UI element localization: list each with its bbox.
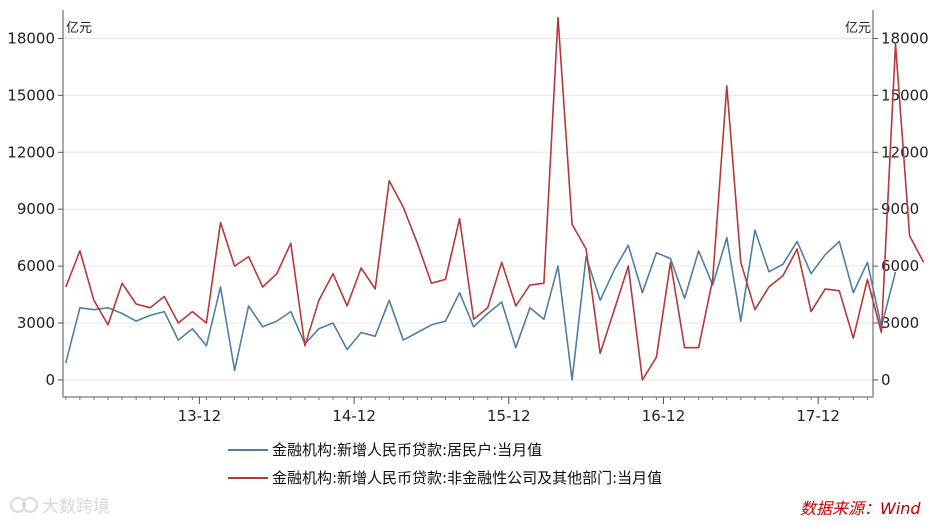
y-tick-right-label: 15000	[881, 86, 929, 104]
y-tick-left-label: 12000	[7, 143, 55, 161]
x-tick-label: 16-12	[642, 407, 686, 425]
y-axis-left-unit: 亿元	[66, 21, 92, 36]
y-tick-right-label: 3000	[881, 314, 919, 332]
y-tick-left-label: 3000	[17, 314, 55, 332]
y-tick-left-label: 9000	[17, 200, 55, 218]
y-tick-right-label: 0	[881, 371, 891, 389]
y-tick-right-label: 18000	[881, 29, 929, 47]
y-tick-left-label: 15000	[7, 86, 55, 104]
legend-label-series-1: 金融机构:新增人民币贷款:居民户:当月值	[272, 441, 542, 459]
series-line-2	[65, 16, 925, 381]
y-tick-left-label: 18000	[7, 29, 55, 47]
y-axis-left-ticks: 0 3000 6000 9000 12000 15000 18000	[7, 29, 63, 389]
x-tick-label: 15-12	[487, 407, 531, 425]
series-lines	[65, 16, 925, 381]
y-tick-left-label: 0	[45, 371, 55, 389]
watermark: 大数跨境	[10, 497, 110, 517]
y-tick-right-label: 12000	[881, 143, 929, 161]
axes	[62, 10, 874, 398]
source-note: 数据来源：Wind	[800, 499, 921, 518]
y-tick-right-label: 9000	[881, 200, 919, 218]
watermark-logo-icon-2	[22, 497, 38, 513]
x-tick-label: 14-12	[332, 407, 376, 425]
legend: 金融机构:新增人民币贷款:居民户:当月值 金融机构:新增人民币贷款:非金融性公司…	[228, 441, 662, 487]
watermark-text: 大数跨境	[42, 497, 110, 517]
x-axis-ticks: 13-12 14-12 15-12 16-12 17-12	[65, 397, 868, 425]
x-tick-label: 17-12	[796, 407, 840, 425]
y-tick-left-label: 6000	[17, 257, 55, 275]
y-tick-right-label: 6000	[881, 257, 919, 275]
gridlines	[63, 37, 873, 381]
series-line-1	[65, 229, 897, 381]
legend-label-series-2: 金融机构:新增人民币贷款:非金融性公司及其他部门:当月值	[272, 469, 662, 487]
y-axis-right-unit: 亿元	[845, 21, 871, 36]
y-axis-right-ticks: 0 3000 6000 9000 12000 15000 18000	[873, 29, 929, 389]
watermark-logo-icon	[10, 497, 26, 513]
x-tick-label: 13-12	[178, 407, 222, 425]
